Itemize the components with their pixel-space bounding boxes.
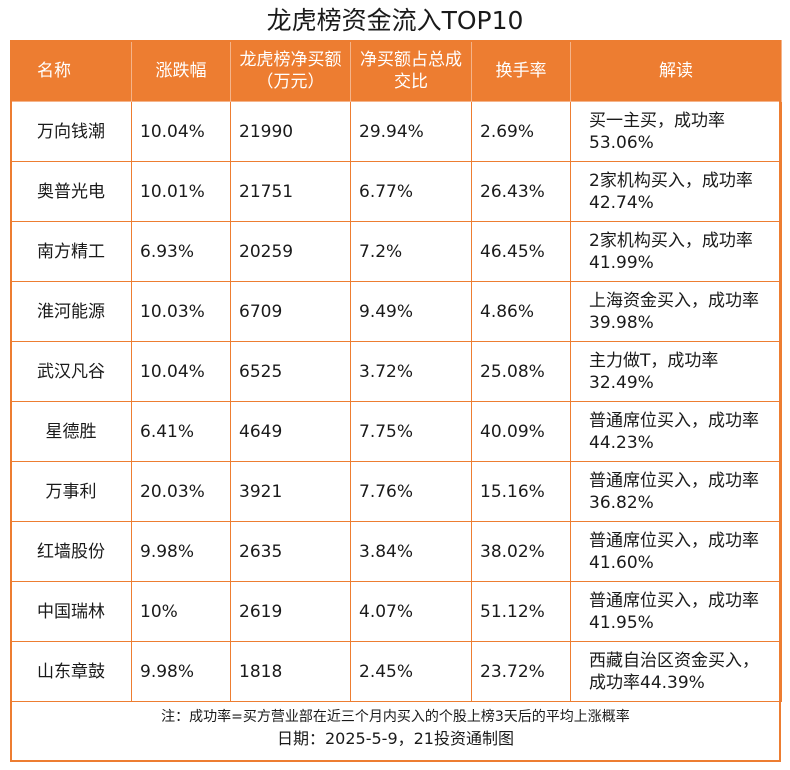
cell-ratio: 6.77% [350, 161, 472, 222]
table-row: 淮河能源 10.03% 6709 9.49% 4.86% 上海资金买入，成功率39.98% [10, 281, 782, 342]
cell-name: 万向钱潮 [10, 101, 132, 162]
table-header-row: 名称 涨跌幅 龙虎榜净买额（万元） 净买额占总成交比 换手率 解读 [10, 40, 782, 102]
table-row: 万向钱潮 10.04% 21990 29.94% 2.69% 买一主买，成功率53.06% [10, 101, 782, 162]
cell-note: 上海资金买入，成功率39.98% [570, 281, 782, 342]
header-note: 解读 [570, 40, 782, 102]
cell-turnover: 4.86% [471, 281, 571, 342]
cell-note: 2家机构买入，成功率42.74% [570, 161, 782, 222]
cell-note: 普通席位买入，成功率41.60% [570, 521, 782, 582]
cell-ratio: 7.75% [350, 401, 472, 462]
cell-change: 6.93% [131, 221, 231, 282]
header-ratio: 净买额占总成交比 [350, 40, 472, 102]
table-row: 红墙股份 9.98% 2635 3.84% 38.02% 普通席位买入，成功率41.60% [10, 521, 782, 582]
cell-note: 普通席位买入，成功率44.23% [570, 401, 782, 462]
cell-name: 中国瑞林 [10, 581, 132, 642]
cell-turnover: 40.09% [471, 401, 571, 462]
cell-change: 9.98% [131, 521, 231, 582]
cell-turnover: 2.69% [471, 101, 571, 162]
header-turnover: 换手率 [471, 40, 571, 102]
cell-ratio: 29.94% [350, 101, 472, 162]
cell-ratio: 3.72% [350, 341, 472, 402]
cell-name: 奥普光电 [10, 161, 132, 222]
cell-note: 普通席位买入，成功率41.95% [570, 581, 782, 642]
cell-change: 6.41% [131, 401, 231, 462]
cell-name: 武汉凡谷 [10, 341, 132, 402]
cell-name: 山东章鼓 [10, 641, 132, 702]
cell-net-buy: 1818 [230, 641, 351, 702]
table-frame [10, 40, 781, 762]
cell-net-buy: 21751 [230, 161, 351, 222]
footer: 注：成功率=买方营业部在近三个月内买入的个股上榜3天后的平均上涨概率 日期：20… [10, 700, 781, 750]
date-line: 日期：2025-5-9，21投资通制图 [277, 729, 514, 748]
table-row: 星德胜 6.41% 4649 7.75% 40.09% 普通席位买入，成功率44.23% [10, 401, 782, 462]
table-row: 奥普光电 10.01% 21751 6.77% 26.43% 2家机构买入，成功率42.7… [10, 161, 782, 222]
footnote: 注：成功率=买方营业部在近三个月内买入的个股上榜3天后的平均上涨概率 [161, 709, 630, 725]
table-row: 山东章鼓 9.98% 1818 2.45% 23.72% 西藏自治区资金买入，成功率44.… [10, 641, 782, 702]
cell-change: 10.03% [131, 281, 231, 342]
cell-ratio: 3.84% [350, 521, 472, 582]
cell-ratio: 7.76% [350, 461, 472, 522]
cell-net-buy: 4649 [230, 401, 351, 462]
top10-table: 名称 涨跌幅 龙虎榜净买额（万元） 净买额占总成交比 换手率 解读 万向钱潮 10… [10, 40, 782, 702]
cell-change: 10.01% [131, 161, 231, 222]
cell-turnover: 46.45% [471, 221, 571, 282]
cell-ratio: 9.49% [350, 281, 472, 342]
cell-note: 2家机构买入，成功率41.99% [570, 221, 782, 282]
table-row: 南方精工 6.93% 20259 7.2% 46.45% 2家机构买入，成功率41.99% [10, 221, 782, 282]
cell-turnover: 15.16% [471, 461, 571, 522]
cell-name: 万事利 [10, 461, 132, 522]
page-title: 龙虎榜资金流入TOP10 [266, 6, 524, 35]
cell-note: 西藏自治区资金买入，成功率44.39% [570, 641, 782, 702]
cell-turnover: 23.72% [471, 641, 571, 702]
cell-net-buy: 6709 [230, 281, 351, 342]
cell-ratio: 2.45% [350, 641, 472, 702]
cell-net-buy: 20259 [230, 221, 351, 282]
table-row: 万事利 20.03% 3921 7.76% 15.16% 普通席位买入，成功率36.82% [10, 461, 782, 522]
cell-net-buy: 2619 [230, 581, 351, 642]
header-name: 名称 [10, 40, 132, 102]
cell-note: 买一主买，成功率53.06% [570, 101, 782, 162]
cell-ratio: 4.07% [350, 581, 472, 642]
cell-net-buy: 2635 [230, 521, 351, 582]
cell-note: 普通席位买入，成功率36.82% [570, 461, 782, 522]
cell-note: 主力做T，成功率32.49% [570, 341, 782, 402]
